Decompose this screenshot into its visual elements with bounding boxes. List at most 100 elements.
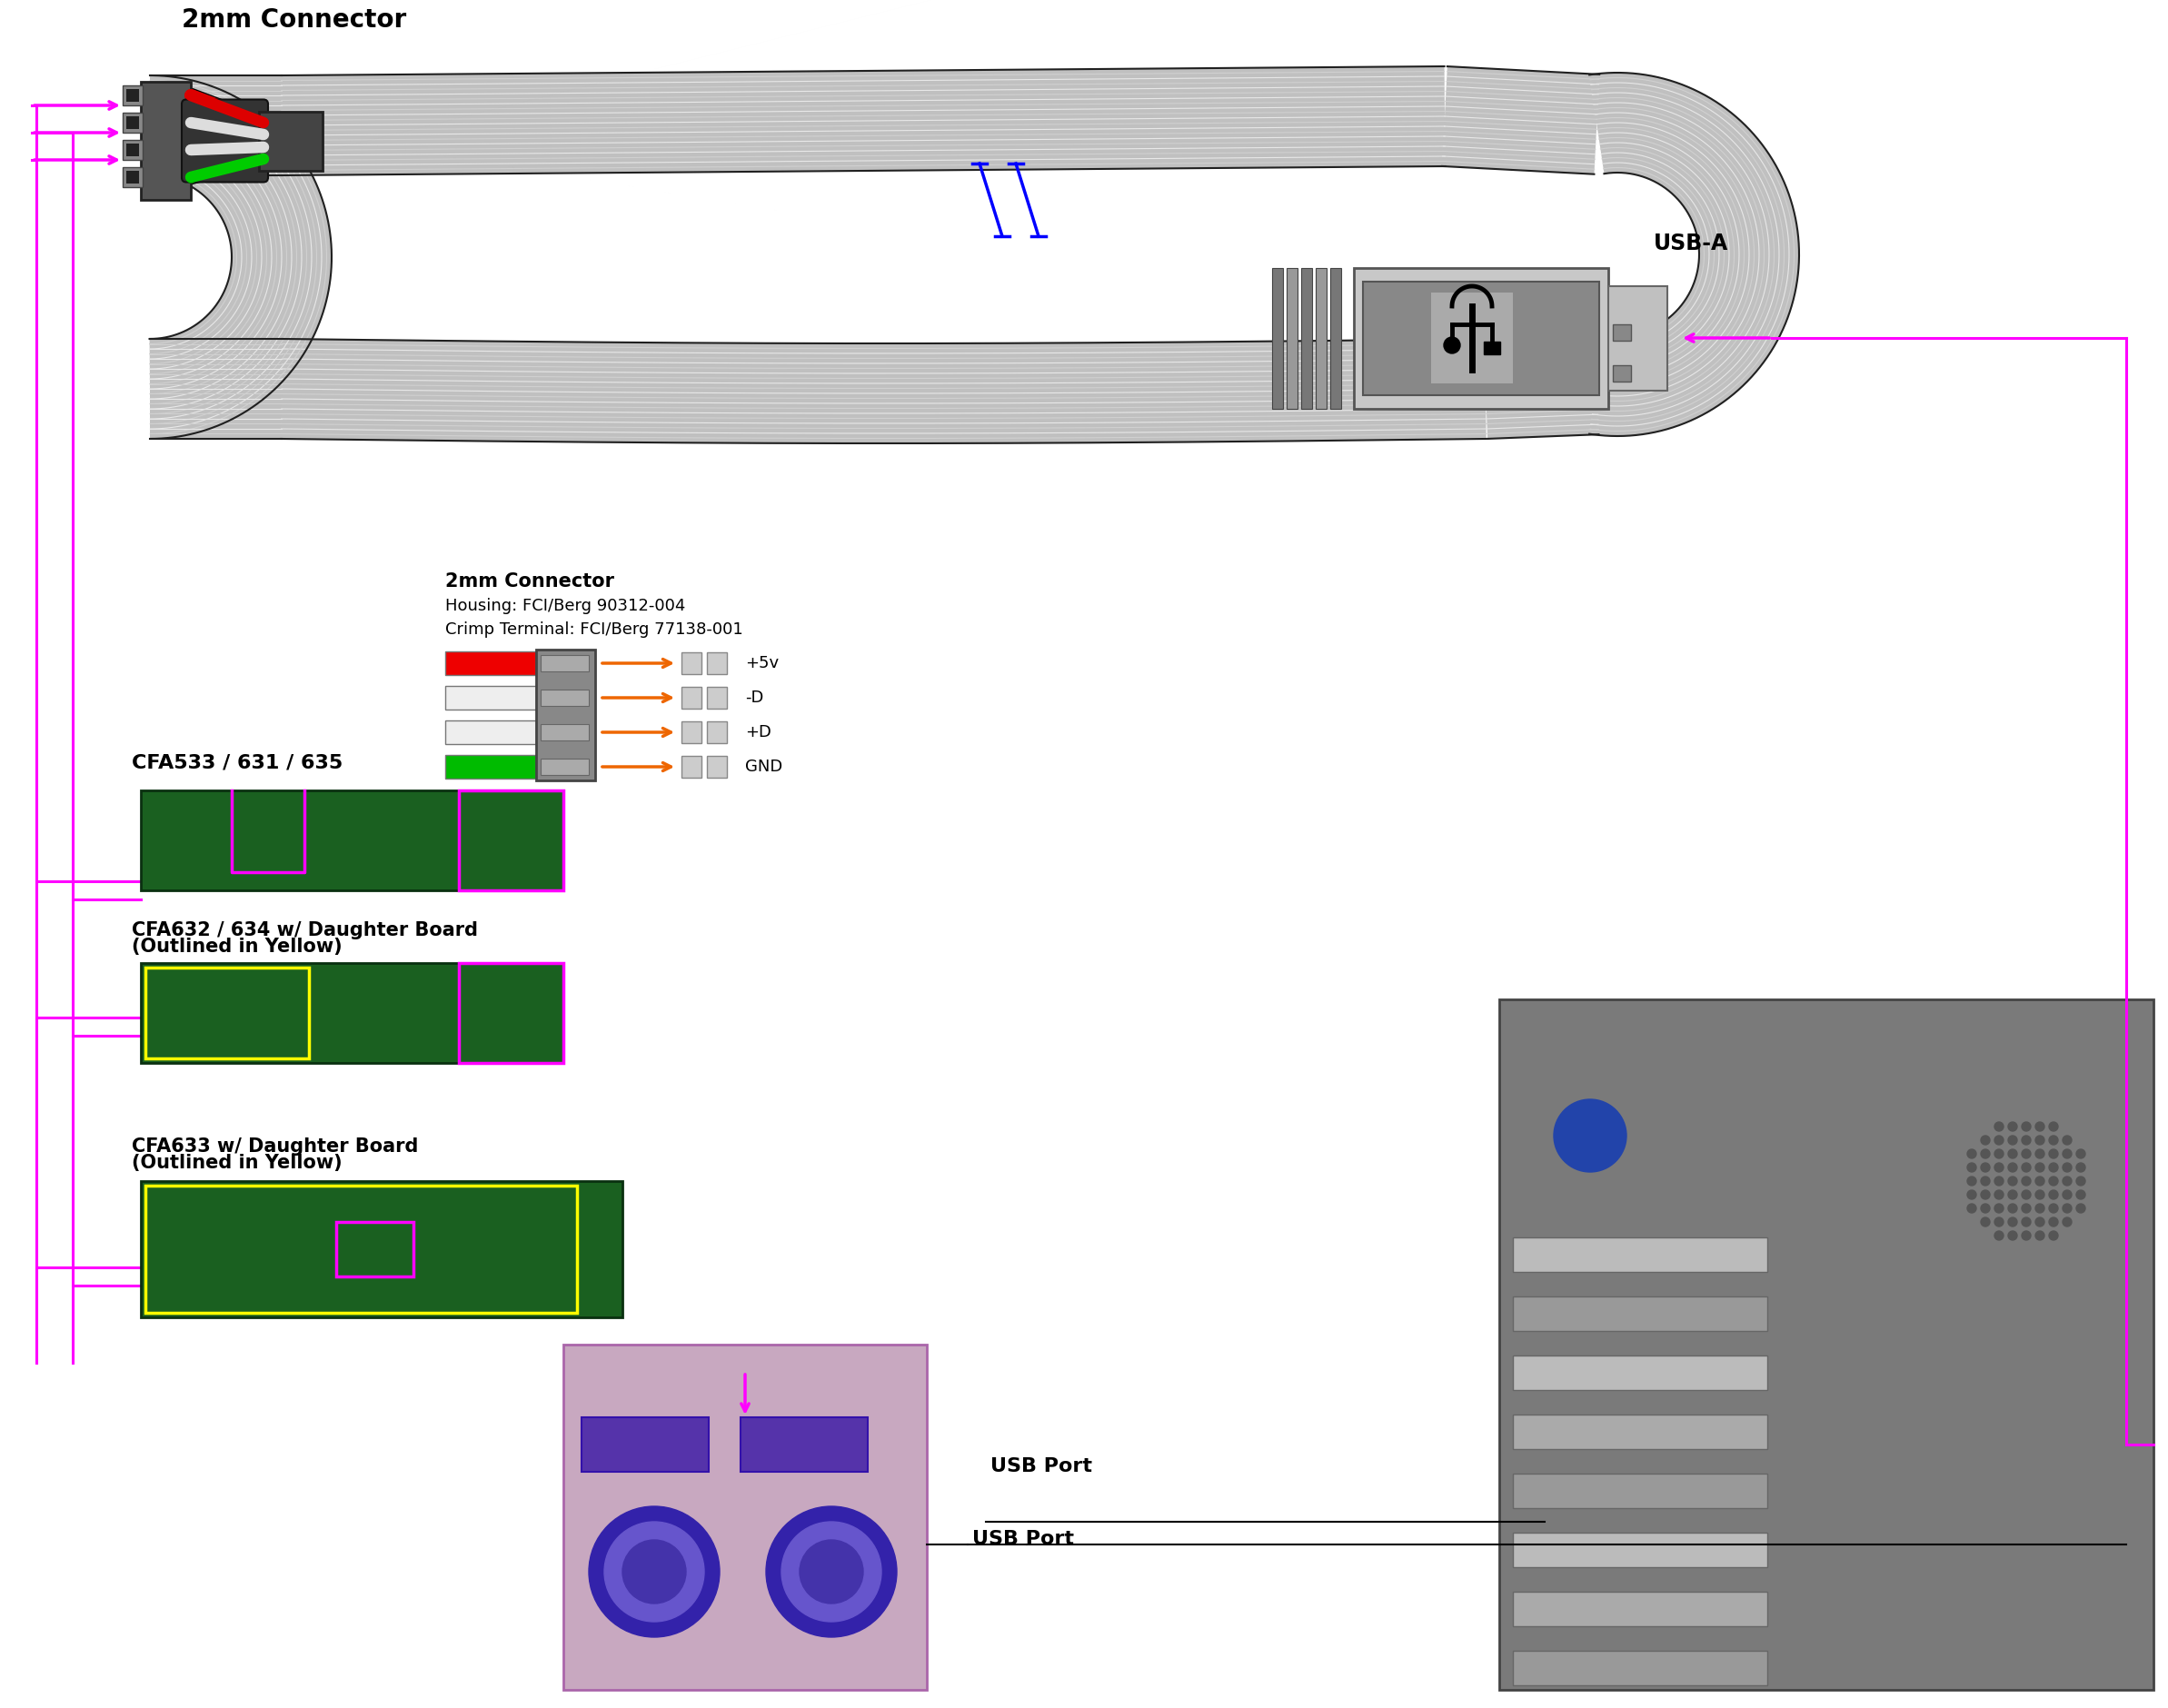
- Polygon shape: [282, 67, 1446, 176]
- Text: GND: GND: [746, 758, 783, 775]
- Circle shape: [1995, 1231, 2003, 1240]
- Bar: [540, 656, 590, 671]
- Circle shape: [2049, 1122, 2057, 1131]
- Circle shape: [2077, 1190, 2086, 1199]
- Bar: [141, 1180, 622, 1317]
- Circle shape: [780, 1522, 882, 1621]
- Text: +D: +D: [746, 724, 772, 741]
- Circle shape: [1554, 1100, 1626, 1172]
- Bar: [124, 167, 143, 188]
- Bar: [1301, 268, 1312, 408]
- Circle shape: [1966, 1149, 1977, 1158]
- Circle shape: [2008, 1218, 2016, 1226]
- Circle shape: [1982, 1190, 1990, 1199]
- Circle shape: [800, 1541, 863, 1604]
- Circle shape: [605, 1522, 705, 1621]
- Text: USB Port: USB Port: [991, 1457, 1093, 1476]
- Bar: [707, 721, 726, 743]
- Bar: [444, 755, 535, 779]
- Circle shape: [2077, 1177, 2086, 1185]
- Circle shape: [2036, 1149, 2044, 1158]
- Bar: [1431, 292, 1513, 383]
- Circle shape: [2023, 1204, 2031, 1213]
- Bar: [707, 652, 726, 675]
- Polygon shape: [1483, 335, 1598, 439]
- Circle shape: [622, 1541, 685, 1604]
- Text: CFA533 / 631 / 635: CFA533 / 631 / 635: [132, 753, 343, 772]
- Circle shape: [2062, 1163, 2073, 1172]
- Bar: [460, 791, 564, 890]
- Polygon shape: [1442, 67, 1600, 174]
- Text: -D: -D: [746, 690, 763, 705]
- Circle shape: [765, 1506, 898, 1638]
- Polygon shape: [150, 338, 282, 439]
- Bar: [124, 140, 143, 161]
- Circle shape: [1966, 1177, 1977, 1185]
- Bar: [1513, 1592, 1767, 1626]
- Text: +5v: +5v: [746, 656, 778, 671]
- Circle shape: [2023, 1218, 2031, 1226]
- Circle shape: [2062, 1204, 2073, 1213]
- Circle shape: [2077, 1163, 2086, 1172]
- Bar: [1513, 1650, 1767, 1686]
- Text: Housing: FCI/Berg 90312-004: Housing: FCI/Berg 90312-004: [444, 598, 685, 615]
- Bar: [145, 967, 308, 1059]
- Circle shape: [2049, 1136, 2057, 1144]
- Polygon shape: [150, 75, 282, 176]
- Circle shape: [1966, 1190, 1977, 1199]
- Circle shape: [2008, 1163, 2016, 1172]
- Bar: [444, 651, 535, 675]
- Circle shape: [2008, 1177, 2016, 1185]
- Circle shape: [2023, 1136, 2031, 1144]
- Circle shape: [2036, 1218, 2044, 1226]
- FancyBboxPatch shape: [182, 99, 269, 183]
- Circle shape: [590, 1506, 720, 1638]
- Bar: [581, 1418, 709, 1472]
- Circle shape: [2049, 1204, 2057, 1213]
- Circle shape: [1966, 1204, 1977, 1213]
- Bar: [126, 116, 139, 130]
- Circle shape: [1995, 1149, 2003, 1158]
- Bar: [1513, 1356, 1767, 1390]
- Circle shape: [2077, 1149, 2086, 1158]
- Circle shape: [2023, 1122, 2031, 1131]
- Bar: [535, 649, 596, 781]
- Circle shape: [2049, 1218, 2057, 1226]
- Bar: [1513, 1237, 1767, 1272]
- Bar: [124, 85, 143, 106]
- Circle shape: [2023, 1190, 2031, 1199]
- Bar: [336, 1221, 414, 1276]
- Circle shape: [2008, 1231, 2016, 1240]
- Bar: [681, 757, 702, 777]
- Bar: [1273, 268, 1283, 408]
- Bar: [258, 111, 323, 171]
- Bar: [1513, 1296, 1767, 1331]
- Polygon shape: [282, 338, 1487, 444]
- Circle shape: [1982, 1149, 1990, 1158]
- Circle shape: [2008, 1190, 2016, 1199]
- Circle shape: [2049, 1149, 2057, 1158]
- Bar: [126, 171, 139, 183]
- Bar: [540, 758, 590, 775]
- Bar: [444, 687, 535, 709]
- Circle shape: [1982, 1177, 1990, 1185]
- Circle shape: [2049, 1163, 2057, 1172]
- Circle shape: [2062, 1218, 2073, 1226]
- Circle shape: [1995, 1177, 2003, 1185]
- Circle shape: [2049, 1190, 2057, 1199]
- Text: 2mm Connector: 2mm Connector: [182, 7, 405, 32]
- Bar: [681, 721, 702, 743]
- Text: (Outlined in Yellow): (Outlined in Yellow): [132, 938, 343, 956]
- Bar: [707, 687, 726, 709]
- Circle shape: [2062, 1190, 2073, 1199]
- Circle shape: [2036, 1136, 2044, 1144]
- Circle shape: [1966, 1163, 1977, 1172]
- Circle shape: [1995, 1204, 2003, 1213]
- Bar: [707, 757, 726, 777]
- Bar: [540, 724, 590, 741]
- Bar: [1500, 999, 2153, 1689]
- Polygon shape: [1589, 73, 1799, 436]
- Text: USB-A: USB-A: [1654, 232, 1728, 254]
- Text: (Outlined in Yellow): (Outlined in Yellow): [132, 1155, 343, 1172]
- Circle shape: [2023, 1163, 2031, 1172]
